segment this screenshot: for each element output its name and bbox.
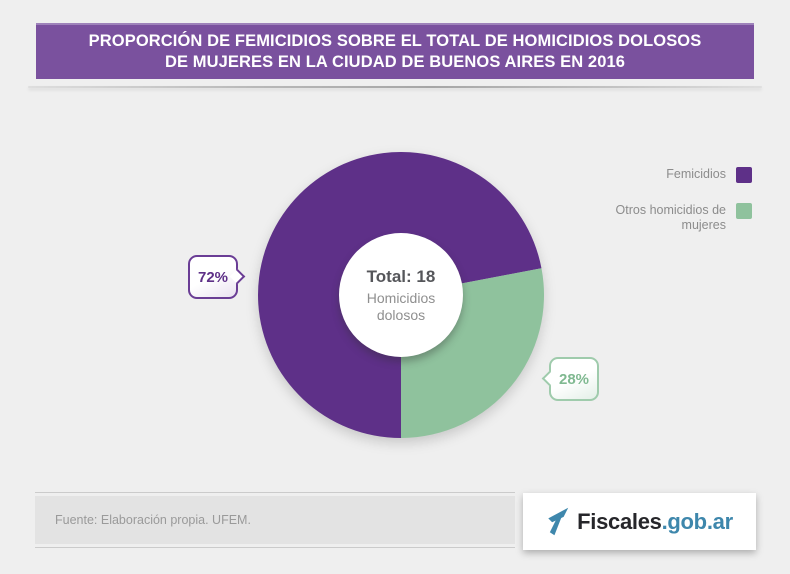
page-title-line-2: DE MUJERES EN LA CIUDAD DE BUENOS AIRES … <box>164 53 626 71</box>
divider-line <box>28 86 762 88</box>
legend-label-otros-homicidios: Otros homicidios de mujeres <box>615 203 726 232</box>
fiscales-logo-text: Fiscales.gob.ar <box>577 509 733 535</box>
donut-chart: Total: 18 Homicidios dolosos <box>258 152 544 438</box>
otros-homicidios-percent-value: 28% <box>558 370 590 388</box>
total-sublabel: Homicidios dolosos <box>366 289 436 323</box>
fiscales-flag-icon <box>548 507 569 536</box>
title-banner: PROPORCIÓN DE FEMICIDIOS SOBRE EL TOTAL … <box>36 23 754 79</box>
donut-center: Total: 18 Homicidios dolosos <box>339 233 463 357</box>
chart-legend: Femicidios Otros homicidios de mujeres <box>608 167 752 233</box>
total-label: Total: 18 <box>366 266 436 286</box>
legend-item-femicidios: Femicidios <box>666 167 752 183</box>
legend-label-femicidios: Femicidios <box>666 167 726 181</box>
femicidios-color-swatch <box>736 167 752 183</box>
logo-text-fiscales: Fiscales <box>577 508 662 534</box>
callout-pointer-right-icon <box>229 268 246 285</box>
fiscales-logo-card: Fiscales.gob.ar <box>523 493 756 550</box>
callout-pointer-left-icon <box>541 370 558 387</box>
page-title-line-1: PROPORCIÓN DE FEMICIDIOS SOBRE EL TOTAL … <box>88 32 702 50</box>
legend-item-otros-homicidios: Otros homicidios de mujeres <box>608 203 752 233</box>
percent-callout-femicidios: 72% <box>188 255 246 299</box>
source-text: Fuente: Elaboración propia. UFEM. <box>35 496 515 544</box>
otros-homicidios-color-swatch <box>736 203 752 219</box>
source-box: Fuente: Elaboración propia. UFEM. <box>35 492 515 548</box>
logo-text-gobar: .gob.ar <box>661 508 734 534</box>
femicidios-percent-value: 72% <box>197 268 229 286</box>
percent-callout-otros-homicidios: 28% <box>541 357 599 401</box>
